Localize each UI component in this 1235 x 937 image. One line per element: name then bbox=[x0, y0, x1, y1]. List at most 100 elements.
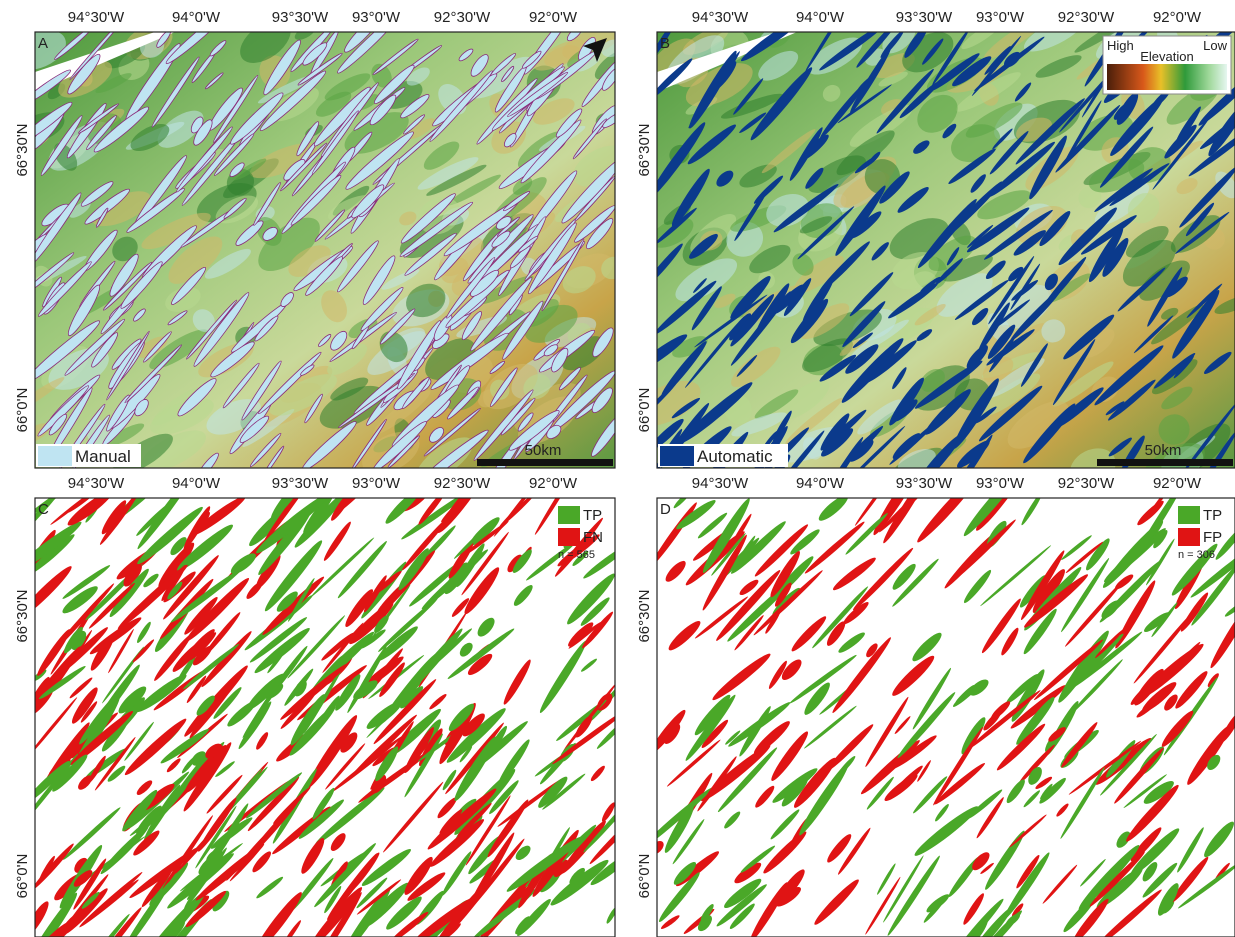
landform bbox=[470, 54, 489, 77]
landform bbox=[167, 581, 183, 600]
landform bbox=[935, 804, 949, 822]
terrain-patch bbox=[112, 236, 138, 262]
landform bbox=[984, 46, 1011, 75]
landform bbox=[1080, 859, 1106, 887]
terrain-patch bbox=[1215, 171, 1235, 199]
terrain-patch bbox=[240, 32, 291, 63]
landform bbox=[701, 719, 729, 749]
landform bbox=[866, 643, 878, 658]
terrain-patch bbox=[749, 244, 791, 274]
landform bbox=[1006, 673, 1039, 704]
landform bbox=[933, 726, 984, 806]
landform bbox=[35, 101, 73, 144]
landform bbox=[467, 838, 525, 912]
landform bbox=[550, 859, 609, 906]
landform bbox=[820, 413, 850, 451]
landform bbox=[78, 103, 119, 134]
landform bbox=[184, 744, 227, 793]
landform bbox=[409, 561, 462, 607]
landform bbox=[133, 308, 146, 322]
landform bbox=[1215, 525, 1235, 560]
terrain-patch bbox=[242, 408, 295, 447]
landform bbox=[401, 498, 472, 540]
landform bbox=[410, 741, 429, 764]
terrain-patch bbox=[562, 266, 596, 294]
landform bbox=[446, 708, 506, 763]
landform bbox=[502, 300, 544, 360]
landform bbox=[754, 524, 809, 577]
landform bbox=[256, 876, 284, 899]
terrain-patch bbox=[141, 430, 206, 468]
landform bbox=[694, 596, 748, 639]
landform bbox=[946, 247, 960, 266]
landform bbox=[81, 891, 100, 909]
landform bbox=[461, 531, 509, 596]
landform bbox=[122, 789, 158, 832]
landform bbox=[137, 621, 151, 643]
landform bbox=[501, 65, 515, 83]
landform bbox=[412, 628, 473, 682]
landform bbox=[280, 292, 294, 307]
landform bbox=[330, 833, 346, 851]
landform bbox=[849, 272, 894, 317]
terrain-patch bbox=[141, 212, 211, 250]
landform bbox=[1040, 783, 1053, 800]
terrain-patch bbox=[288, 245, 331, 277]
landform bbox=[591, 387, 613, 413]
landform bbox=[1123, 774, 1167, 809]
lon-label: 92°0'W bbox=[1153, 475, 1202, 492]
landform bbox=[442, 769, 457, 791]
landform bbox=[1078, 844, 1140, 910]
landform bbox=[137, 506, 203, 565]
landform bbox=[229, 162, 245, 178]
landform bbox=[528, 222, 577, 295]
landform bbox=[499, 498, 537, 528]
scale-label: 50km bbox=[525, 442, 562, 459]
landform bbox=[429, 427, 445, 443]
landform bbox=[892, 367, 907, 390]
landform bbox=[137, 498, 195, 550]
landform bbox=[181, 756, 196, 774]
landform bbox=[1056, 803, 1069, 817]
landform bbox=[459, 642, 473, 657]
landform bbox=[373, 679, 437, 745]
landform bbox=[657, 207, 697, 245]
landform bbox=[551, 347, 569, 373]
landform bbox=[1061, 722, 1098, 768]
landform bbox=[791, 616, 827, 652]
landform bbox=[1142, 862, 1178, 898]
landform bbox=[280, 663, 348, 720]
landform bbox=[781, 777, 808, 807]
landform bbox=[322, 622, 364, 673]
terrain-patch bbox=[1158, 414, 1190, 445]
terrain-patch bbox=[657, 380, 701, 426]
terrain-patch bbox=[1074, 32, 1138, 53]
landform bbox=[259, 70, 327, 132]
elev-ramp bbox=[1107, 64, 1227, 90]
landform bbox=[249, 617, 308, 663]
landform bbox=[750, 67, 813, 141]
landform bbox=[827, 834, 852, 863]
terrain-patch bbox=[91, 191, 151, 227]
landform bbox=[987, 324, 1016, 359]
landform bbox=[404, 232, 457, 276]
landform bbox=[819, 83, 865, 139]
landform bbox=[1186, 283, 1223, 319]
landform bbox=[663, 723, 681, 744]
landform bbox=[73, 858, 107, 910]
landform bbox=[136, 501, 172, 536]
landform bbox=[1157, 883, 1179, 916]
landform bbox=[468, 835, 502, 875]
legend-swatch bbox=[1178, 528, 1200, 546]
terrain-patch bbox=[1161, 307, 1179, 320]
terrain-patch bbox=[657, 38, 696, 79]
terrain-patch bbox=[1161, 386, 1193, 410]
landform bbox=[868, 151, 881, 165]
landform bbox=[254, 627, 310, 674]
landform bbox=[1096, 867, 1143, 909]
lon-label: 94°30'W bbox=[692, 9, 749, 26]
landform bbox=[71, 687, 98, 724]
landform bbox=[1146, 538, 1175, 586]
landform bbox=[664, 804, 694, 853]
map-panel bbox=[35, 32, 615, 468]
